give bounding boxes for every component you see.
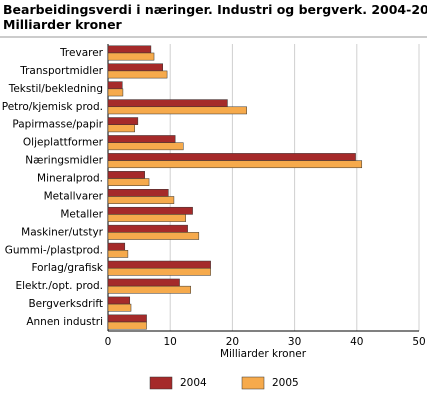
x-tick-label: 50 [412, 336, 425, 348]
bar [107, 189, 169, 197]
y-tick-label: Metallvarer [44, 190, 104, 202]
y-tick-label: Bergverksdrift [28, 298, 103, 310]
bar [107, 303, 132, 312]
y-tick-label: Tekstil/bekledning [8, 83, 103, 95]
y-tick-label: Oljeplattformer [23, 137, 104, 149]
bar [107, 52, 155, 61]
bar [107, 153, 356, 161]
bar [107, 70, 168, 79]
bar [107, 45, 152, 54]
y-tick-label: Metaller [60, 208, 103, 220]
y-tick-label: Papirmasse/papir [12, 119, 103, 131]
y-tick-label: Trevarer [59, 47, 104, 59]
bar [107, 99, 228, 108]
legend-label: 2005 [272, 377, 299, 389]
bar [107, 142, 184, 151]
x-tick-label: 40 [350, 336, 363, 348]
y-tick-label: Transportmidler [19, 65, 103, 77]
bar [107, 321, 147, 330]
bar [107, 160, 363, 169]
x-tick-label: 10 [164, 336, 177, 348]
y-tick-label: Næringsmidler [25, 155, 103, 167]
bar [107, 178, 150, 186]
x-tick-label: 30 [288, 336, 301, 348]
x-tick-label: 0 [105, 336, 112, 348]
y-tick-label: Annen industri [26, 316, 103, 328]
bar [107, 296, 131, 305]
x-axis-label: Milliarder kroner [220, 348, 307, 360]
y-tick-label: Elektr./opt. prod. [16, 280, 104, 292]
bar [107, 278, 180, 287]
y-tick-label: Maskiner/utstyr [21, 226, 104, 238]
x-tick-label: 20 [226, 336, 239, 348]
bar [107, 171, 145, 179]
bar [107, 224, 188, 233]
bar [107, 88, 124, 97]
legend-swatch [241, 376, 265, 390]
legend-label: 2004 [180, 377, 207, 389]
bar [107, 285, 191, 294]
bar [107, 117, 139, 125]
bar [107, 214, 186, 222]
y-tick-label: Petro/kjemisk prod. [2, 101, 103, 113]
chart-title: Bearbeidingsverdi i næringer. Industri o… [3, 2, 427, 32]
legend-swatch [149, 376, 173, 390]
bar [107, 314, 147, 323]
bar [107, 63, 163, 72]
bar [107, 260, 211, 269]
bar [107, 267, 211, 276]
bar [107, 250, 129, 258]
bar [107, 135, 176, 143]
y-tick-label: Gummi-/plastprod. [5, 244, 103, 256]
bar [107, 196, 175, 204]
y-tick-label: Forlag/grafisk [31, 262, 103, 274]
bar [107, 242, 126, 251]
y-tick-label: Mineralprod. [37, 173, 103, 185]
bar [107, 106, 247, 115]
bar [107, 232, 200, 240]
bar [107, 81, 123, 90]
bar [107, 124, 135, 133]
bar [107, 206, 193, 215]
